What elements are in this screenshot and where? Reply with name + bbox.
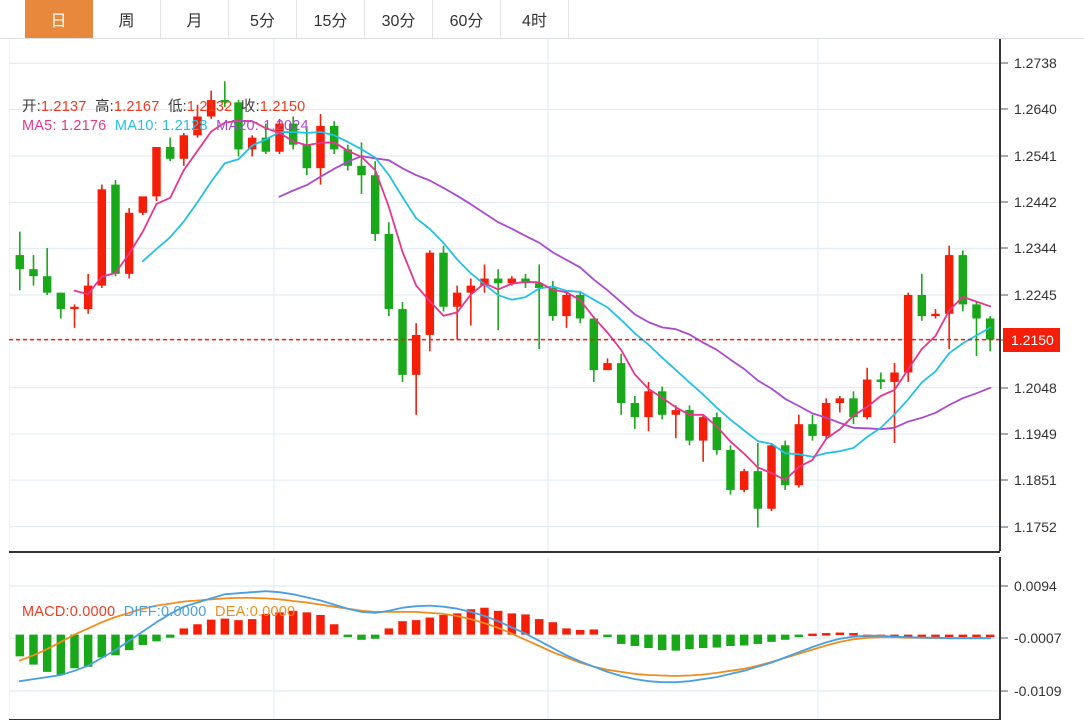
macd-axis-label: -0.0109	[1014, 683, 1062, 700]
price-panel[interactable]	[9, 39, 999, 551]
price-axis-label: 1.2048	[1014, 379, 1057, 396]
price-axis-label: 1.2541	[1014, 147, 1057, 164]
macd-value: 0.0000	[69, 604, 116, 620]
open-label: 开:	[22, 99, 41, 115]
price-tick-mark	[1001, 433, 1008, 435]
high-label: 高:	[94, 99, 114, 115]
timeframe-tab-label: 日	[50, 13, 67, 30]
timeframe-tab-6[interactable]: 60分	[433, 0, 501, 38]
timeframe-tab-label: 15分	[313, 13, 348, 30]
timeframe-tab-label: 30分	[381, 13, 416, 30]
close-value: 1.2150	[259, 99, 306, 115]
timeframe-tab-2[interactable]: 月	[161, 0, 229, 38]
price-axis-vline	[999, 39, 1001, 551]
price-axis-label: 1.2344	[1014, 240, 1057, 257]
macd-chart-canvas[interactable]	[9, 557, 999, 720]
timeframe-tabbar: 日 周 月 5分 15分 30分 60分 4时	[0, 0, 1084, 39]
macd-axis-label: 0.0094	[1014, 577, 1057, 594]
timeframe-tab-0[interactable]: 日	[25, 0, 93, 38]
dea-value: 0.0000	[249, 604, 296, 620]
price-tick-mark	[1001, 387, 1008, 389]
price-axis-label: 1.1851	[1014, 472, 1057, 489]
chart-area: 开:1.2137 高:1.2167 低:1.2132 收:1.2150 MA5:…	[0, 39, 1084, 720]
dea-label: DEA:	[215, 604, 250, 620]
diff-label: DIFF:	[123, 604, 162, 620]
timeframe-tab-7[interactable]: 4时	[501, 0, 569, 38]
timeframe-tab-4[interactable]: 15分	[297, 0, 365, 38]
price-chart-canvas[interactable]	[9, 39, 999, 551]
timeframe-tab-3[interactable]: 5分	[229, 0, 297, 38]
low-value: 1.2132	[186, 99, 233, 115]
ohlc-legend: 开:1.2137 高:1.2167 低:1.2132 收:1.2150	[22, 95, 305, 116]
price-axis-label: 1.1752	[1014, 518, 1057, 535]
panel-separator	[9, 551, 1000, 553]
ma20-value: 1.2024	[263, 118, 309, 134]
timeframe-tab-label: 4时	[522, 13, 547, 30]
price-axis-label: 1.2640	[1014, 101, 1057, 118]
timeframe-tab-label: 周	[118, 13, 135, 30]
macd-axis-label: -0.0007	[1014, 630, 1062, 647]
price-tick-mark	[1001, 247, 1008, 249]
macd-axis-vline	[999, 557, 1001, 720]
ma5-label: MA5:	[22, 118, 57, 134]
price-tick-mark	[1001, 108, 1008, 110]
price-axis-label: 1.2245	[1014, 287, 1057, 303]
ma-legend: MA5: 1.2176 MA10: 1.2128 MA20: 1.2024	[22, 118, 309, 134]
timeframe-tab-5[interactable]: 30分	[365, 0, 433, 38]
high-value: 1.2167	[113, 99, 160, 115]
timeframe-tab-label: 5分	[250, 13, 275, 30]
macd-tick-mark	[1001, 637, 1008, 639]
tabbar-filler	[569, 0, 1084, 38]
ma5-value: 1.2176	[60, 118, 107, 134]
price-tick-mark	[1001, 294, 1008, 296]
macd-legend: MACD:0.0000 DIFF:0.0000 DEA:0.0000	[22, 604, 295, 620]
open-value: 1.2137	[40, 99, 87, 115]
price-tick-mark	[1001, 62, 1008, 64]
ma10-label: MA10:	[114, 118, 158, 134]
price-tick-mark	[1001, 479, 1008, 481]
low-label: 低:	[167, 99, 187, 115]
current-price-badge: 1.2150	[1003, 327, 1060, 352]
macd-label: MACD:	[22, 604, 70, 620]
price-tick-mark	[1001, 155, 1008, 157]
timeframe-tab-label: 月	[186, 13, 203, 30]
ma10-value: 1.2128	[162, 118, 208, 134]
macd-tick-mark	[1001, 585, 1008, 587]
macd-panel[interactable]	[9, 557, 999, 720]
price-tick-mark	[1001, 201, 1008, 203]
price-tick-mark	[1001, 526, 1008, 528]
price-axis-label: 1.2738	[1014, 55, 1057, 72]
ma20-label: MA20:	[216, 118, 260, 134]
timeframe-tab-1[interactable]: 周	[93, 0, 161, 38]
close-label: 收:	[240, 99, 260, 115]
diff-value: 0.0000	[161, 604, 207, 620]
macd-tick-mark	[1001, 690, 1008, 692]
price-axis-label: 1.2442	[1014, 194, 1057, 211]
timeframe-tab-label: 60分	[449, 13, 484, 30]
price-axis-label: 1.1949	[1014, 426, 1057, 443]
